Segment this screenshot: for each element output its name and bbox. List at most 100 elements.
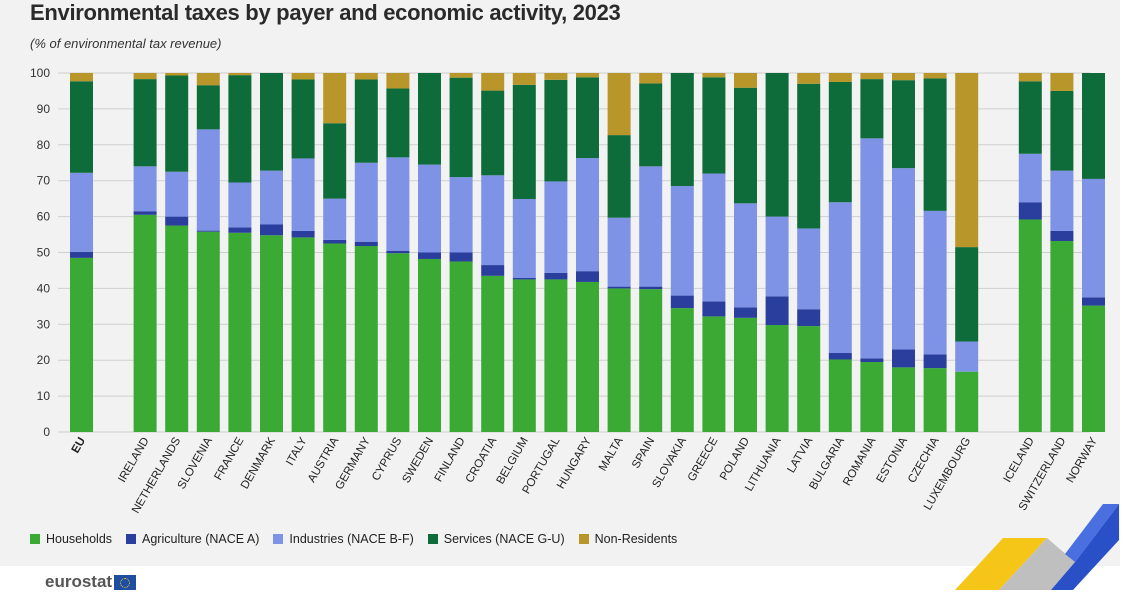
legend-label: Households	[46, 532, 113, 546]
category-label: FRANCE	[212, 435, 246, 482]
bar-segment-households	[512, 279, 536, 432]
bar-segment-households	[323, 243, 347, 432]
y-tick-label: 40	[37, 281, 51, 295]
category-label: SLOVAKIA	[650, 435, 689, 490]
bar-segment-households	[607, 288, 631, 432]
bar-segment-industries	[481, 175, 505, 266]
bar-segment-non_residents	[860, 73, 884, 80]
bar-segment-agriculture	[923, 354, 947, 369]
bar-segment-services	[734, 87, 757, 204]
bar-segment-non_residents	[228, 73, 252, 76]
category-label: POLAND	[718, 436, 752, 483]
bar-segment-industries	[765, 216, 789, 297]
bar-segment-services	[354, 79, 378, 163]
bar-segment-agriculture	[860, 358, 884, 362]
eu-flag-icon	[114, 574, 137, 590]
bar-segment-industries	[1082, 178, 1105, 298]
bar-segment-industries	[639, 166, 663, 287]
bar-segment-households	[544, 279, 568, 432]
bar-segment-agriculture	[481, 265, 505, 276]
bar-segment-industries	[607, 217, 631, 287]
bar-segment-households	[165, 225, 189, 432]
bar-segment-industries	[828, 202, 852, 354]
category-label: NORWAY	[1065, 435, 1101, 485]
bar-segment-agriculture	[449, 252, 473, 262]
legend-item-services: Services (NACE G-U)	[427, 532, 565, 546]
bar-segment-households	[955, 371, 979, 432]
bar-segment-industries	[797, 228, 821, 310]
bar-segment-industries	[260, 170, 283, 225]
bar-segment-households	[1082, 305, 1105, 432]
bar-segment-households	[576, 281, 599, 432]
legend-item-industries: Industries (NACE B-F)	[273, 532, 414, 546]
bar-segment-industries	[955, 341, 979, 372]
bar-segment-non_residents	[828, 73, 852, 82]
bar-segment-agriculture	[607, 286, 631, 289]
bar-segment-non_residents	[607, 73, 631, 136]
bar-segment-households	[291, 237, 315, 432]
bar-segment-industries	[1018, 153, 1042, 203]
bar-segment-agriculture	[797, 309, 821, 327]
bar-segment-households	[860, 361, 884, 432]
bar-segment-non_residents	[196, 73, 220, 86]
legend-label: Non-Residents	[594, 532, 678, 546]
bar-segment-households	[892, 367, 915, 432]
bar-segment-households	[386, 253, 410, 432]
category-label: ITALY	[284, 435, 310, 467]
bar-segment-non_residents	[734, 73, 757, 88]
bar-segment-non_residents	[702, 73, 726, 78]
bar-segment-agriculture	[418, 252, 441, 259]
bar-segment-services	[512, 84, 536, 200]
bar-segment-services	[797, 83, 821, 229]
bar-segment-households	[670, 308, 694, 432]
bar-segment-services	[670, 73, 694, 187]
bar-segment-services	[165, 75, 189, 172]
bar-segment-industries	[512, 199, 536, 278]
y-tick-label: 50	[37, 246, 51, 260]
bar-segment-households	[133, 214, 157, 432]
category-label: ESTONIA	[875, 435, 911, 485]
legend-item-households: Households	[30, 532, 112, 546]
bar-segment-non_residents	[133, 73, 157, 80]
bar-segment-agriculture	[544, 272, 568, 280]
bar-segment-industries	[670, 186, 694, 296]
category-label: EU	[70, 436, 88, 456]
bar-segment-households	[765, 325, 789, 432]
bar-segment-industries	[576, 158, 599, 272]
bar-segment-services	[544, 79, 568, 182]
bar-segment-industries	[449, 177, 473, 253]
bar-segment-households	[1018, 219, 1042, 432]
bar-segment-agriculture	[734, 307, 757, 318]
bar-segment-services	[418, 73, 441, 165]
bar-segment-non_residents	[639, 73, 663, 84]
y-tick-label: 20	[37, 353, 51, 367]
bar-segment-households	[196, 231, 220, 432]
bar-segment-industries	[133, 166, 157, 212]
decorative-arrow-icon	[955, 504, 1119, 590]
bar-segment-services	[449, 77, 473, 178]
bar-segment-non_residents	[1018, 73, 1042, 82]
bar-segment-non_residents	[323, 73, 347, 124]
eurostat-logo: eurostat	[45, 572, 137, 592]
category-label: LATVIA	[786, 435, 816, 475]
legend-item-agriculture: Agriculture (NACE A)	[126, 532, 259, 546]
bar-segment-non_residents	[955, 73, 979, 248]
category-label: ICELAND	[1002, 436, 1037, 485]
bar-segment-non_residents	[354, 73, 378, 80]
bar-segment-services	[607, 135, 631, 218]
bar-segment-services	[923, 78, 947, 211]
y-tick-label: 90	[37, 102, 51, 116]
legend-swatch	[427, 534, 438, 544]
bar-segment-non_residents	[892, 73, 915, 81]
y-tick-label: 60	[37, 210, 51, 224]
bar-segment-services	[1082, 73, 1105, 179]
bar-segment-services	[386, 88, 410, 158]
bar-segment-agriculture	[70, 251, 93, 258]
bar-segment-households	[228, 232, 252, 432]
y-tick-label: 80	[37, 138, 51, 152]
bar-segment-services	[196, 85, 220, 130]
chart-legend: Households Agriculture (NACE A) Industries…	[30, 532, 691, 546]
bar-segment-services	[260, 73, 283, 171]
bar-segment-services	[1018, 81, 1042, 154]
